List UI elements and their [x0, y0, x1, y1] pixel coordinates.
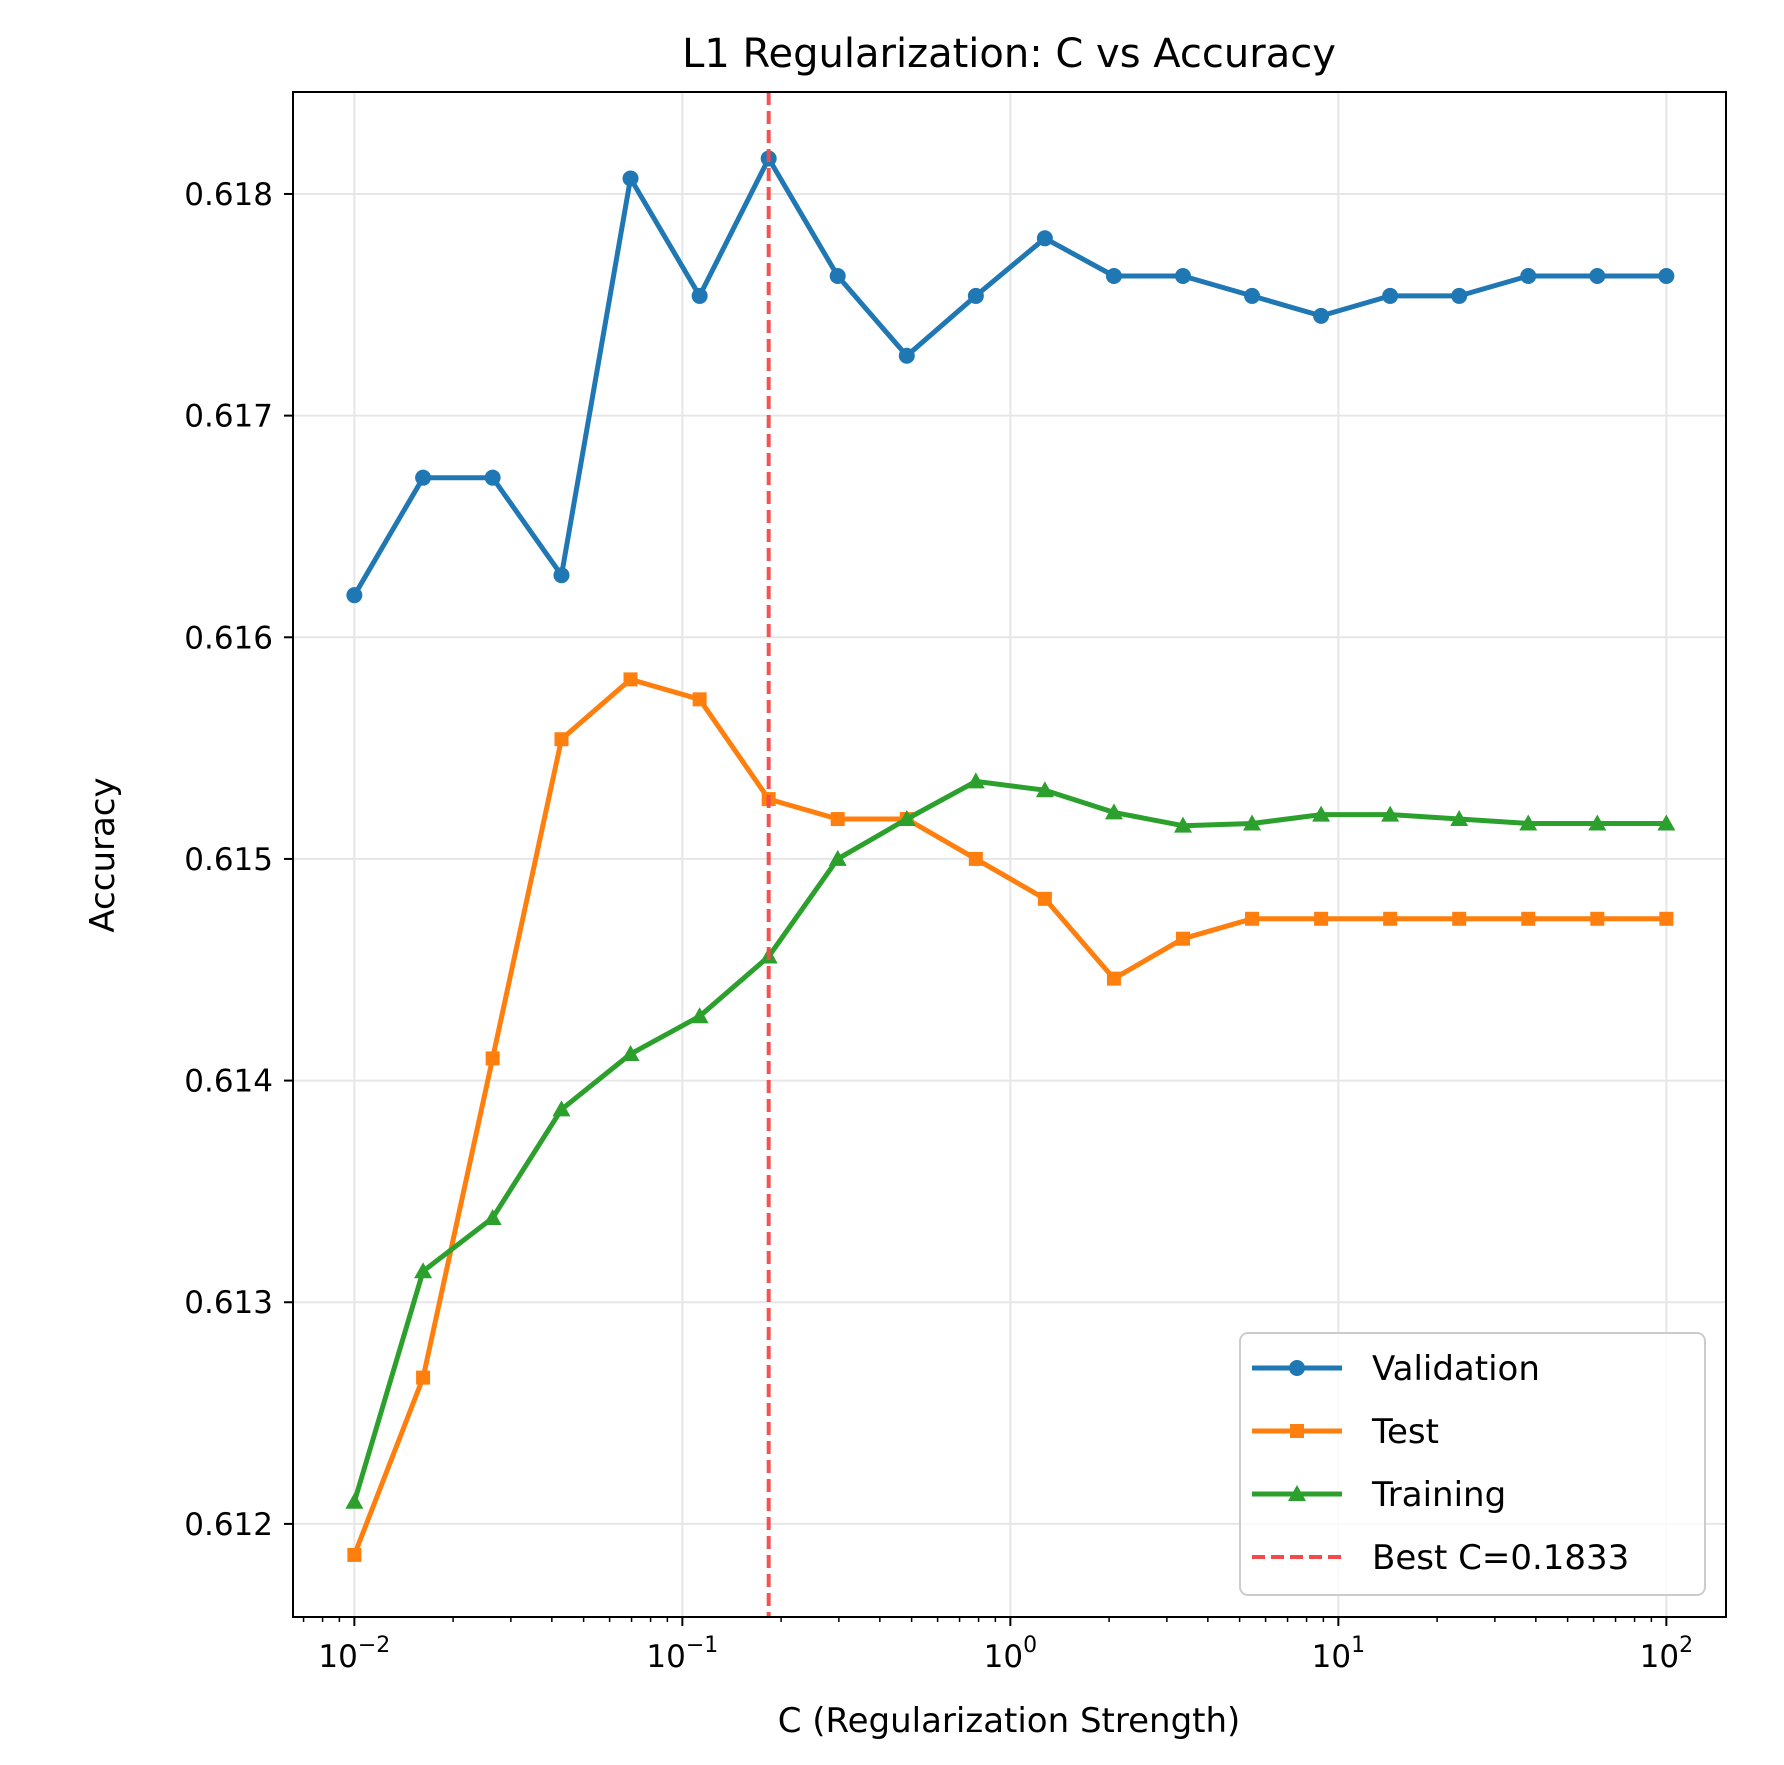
x-tick-label-exponent: −1 [686, 1633, 718, 1658]
plot-series [345, 150, 1676, 1562]
legend-validation-label: Validation [1372, 1349, 1540, 1389]
training-point [1450, 810, 1469, 827]
validation-point [829, 267, 846, 284]
test-point [1037, 891, 1052, 906]
validation-point [1036, 230, 1053, 247]
test-point [1245, 911, 1260, 926]
training-point [1657, 814, 1676, 831]
x-axis-label: C (Regularization Strength) [778, 1701, 1241, 1741]
validation-point [1174, 267, 1191, 284]
x-tick-label: 10−1 [646, 1633, 718, 1675]
legend-training-label: Training [1371, 1475, 1506, 1515]
x-tick-label-exponent: −2 [358, 1633, 390, 1658]
validation-point [967, 287, 984, 304]
validation-point [1589, 267, 1606, 284]
training-point [1381, 805, 1400, 822]
validation-point [691, 287, 708, 304]
y-tick-label: 0.616 [184, 620, 273, 656]
test-point [554, 732, 569, 747]
validation-point [1520, 267, 1537, 284]
legend-training-marker [1288, 1485, 1306, 1501]
validation-point [346, 587, 363, 604]
training-point [345, 1492, 364, 1509]
x-tick-label-base: 10 [1312, 1639, 1351, 1675]
x-tick-label-base: 10 [1640, 1639, 1679, 1675]
test-point [830, 812, 845, 827]
x-tick-label-base: 10 [646, 1639, 685, 1675]
y-tick-label: 0.617 [184, 399, 273, 435]
test-point [968, 851, 983, 866]
validation-point [622, 170, 639, 187]
validation-point [553, 567, 570, 584]
x-tick-label-base: 10 [318, 1639, 357, 1675]
test-point [1452, 911, 1467, 926]
test-point [1106, 971, 1121, 986]
training-point [1588, 814, 1607, 831]
test-point [692, 692, 707, 707]
test-point [347, 1547, 362, 1562]
training-point [1519, 814, 1538, 831]
training-point [1173, 816, 1192, 833]
chart-title: L1 Regularization: C vs Accuracy [682, 31, 1336, 77]
validation-point [1382, 287, 1399, 304]
y-tick-label: 0.613 [184, 1285, 273, 1321]
training-point [1312, 805, 1331, 822]
y-tick-label: 0.612 [184, 1507, 273, 1543]
x-tick-label: 100 [984, 1633, 1037, 1675]
validation-point [484, 469, 501, 486]
test-point [1314, 911, 1329, 926]
test-point [416, 1370, 431, 1385]
test-point [1659, 911, 1674, 926]
training-point [483, 1209, 502, 1226]
validation-point [1451, 287, 1468, 304]
validation-point [1313, 307, 1330, 324]
y-tick-label: 0.614 [184, 1064, 273, 1100]
test-series-line [351, 676, 1669, 1558]
training-point [966, 772, 985, 789]
training-point [828, 849, 847, 866]
test-point [1590, 911, 1605, 926]
test-point [1521, 911, 1536, 926]
test-point [1383, 911, 1398, 926]
test-point [485, 1051, 500, 1066]
validation-series-line [351, 156, 1669, 598]
training-point [1243, 814, 1262, 831]
x-tick-label-exponent: 1 [1351, 1633, 1365, 1658]
validation-point [1244, 287, 1261, 304]
x-tick-label: 10−2 [318, 1633, 390, 1675]
validation-point [415, 469, 432, 486]
validation-point [1105, 267, 1122, 284]
legend-best-c-label: Best C=0.1833 [1372, 1538, 1629, 1578]
x-tick-label: 102 [1640, 1633, 1693, 1675]
training-point [897, 810, 916, 827]
x-tick-label-exponent: 2 [1679, 1633, 1693, 1658]
y-axis-label: Accuracy [83, 777, 123, 932]
training-point [414, 1262, 433, 1279]
x-tick-label-exponent: 0 [1023, 1633, 1037, 1658]
training-point [621, 1044, 640, 1061]
x-tick-label-base: 10 [984, 1639, 1023, 1675]
legend-test-marker [1290, 1424, 1304, 1438]
legend-validation-marker [1289, 1360, 1305, 1376]
legend: Validation Test Training Best C=0.1833 [1239, 1332, 1706, 1596]
legend-box [1239, 1332, 1706, 1596]
validation-point [1658, 267, 1675, 284]
legend-test-label: Test [1371, 1412, 1439, 1452]
x-tick-label: 101 [1312, 1633, 1365, 1675]
validation-point [898, 347, 915, 364]
y-tick-label: 0.618 [184, 177, 273, 213]
y-tick-label: 0.615 [184, 842, 273, 878]
training-series-line [351, 778, 1669, 1505]
training-point [1104, 803, 1123, 820]
training-point [552, 1100, 571, 1117]
test-point [1175, 931, 1190, 946]
training-point [690, 1007, 709, 1024]
training-point [1035, 781, 1054, 798]
test-point [623, 672, 638, 687]
